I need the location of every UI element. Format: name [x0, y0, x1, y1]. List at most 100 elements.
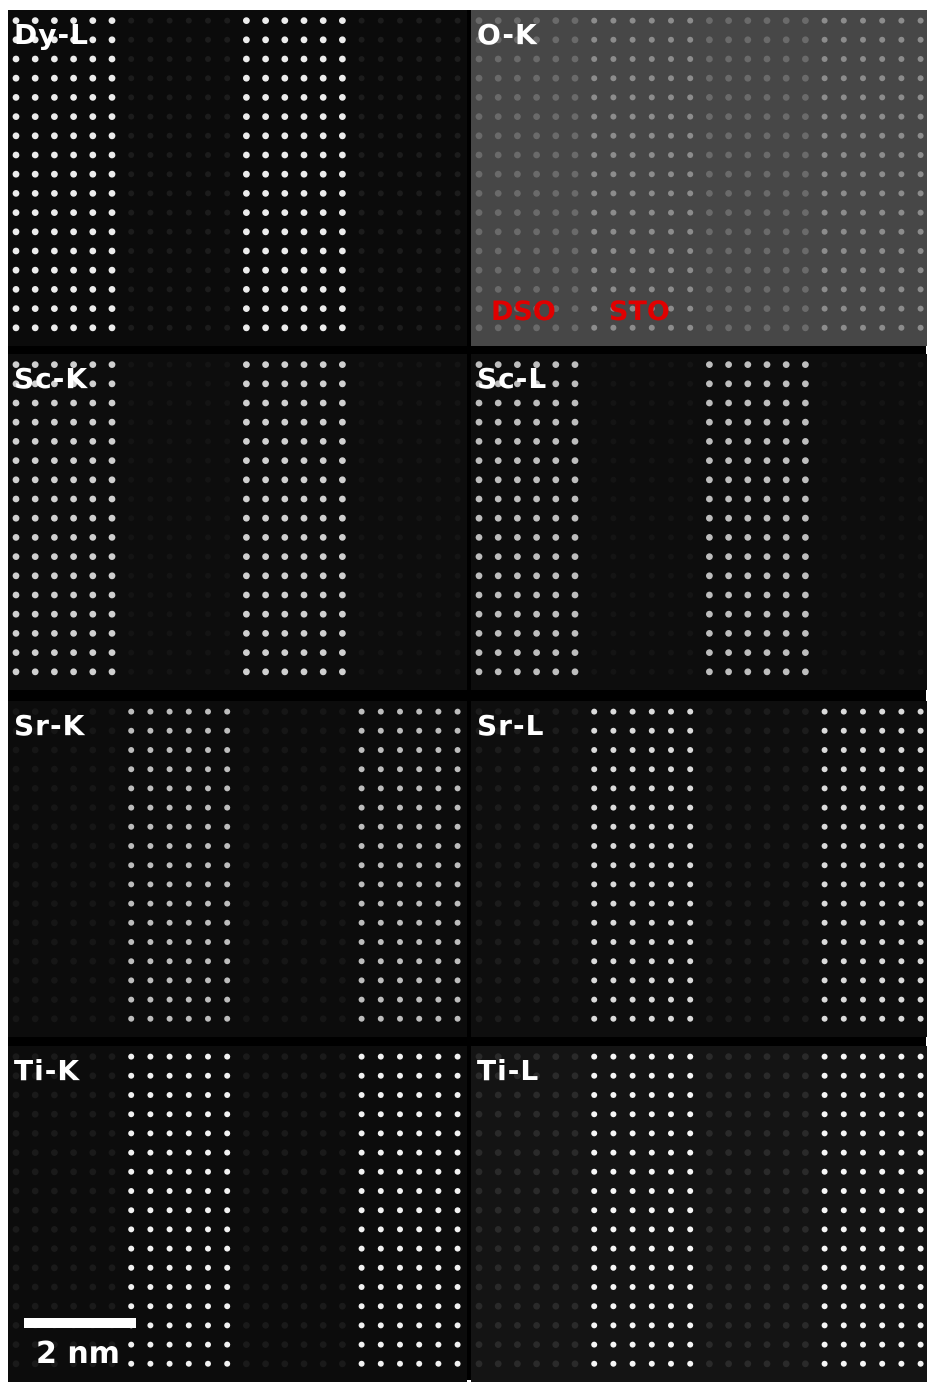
atom-column	[879, 1245, 886, 1252]
atom-column	[571, 804, 579, 811]
atom-column	[821, 267, 828, 274]
atom-column	[185, 630, 192, 637]
atom-column	[571, 1341, 579, 1348]
atom-column	[147, 496, 154, 502]
atom-column	[552, 132, 560, 140]
atom-column	[147, 1322, 154, 1329]
atom-column	[494, 36, 502, 44]
atom-column	[475, 708, 483, 715]
atom-column	[610, 804, 617, 811]
atom-column	[12, 1110, 20, 1118]
atom-column	[687, 17, 694, 24]
atom-column	[802, 266, 809, 274]
atom-column	[358, 708, 365, 715]
atom-column	[281, 591, 289, 599]
atom-column	[917, 190, 924, 197]
atom-column	[782, 804, 790, 811]
atom-column	[668, 1341, 674, 1348]
atom-column	[70, 170, 77, 178]
atom-column	[166, 1264, 173, 1271]
atom-column	[358, 996, 365, 1003]
atom-column	[224, 419, 231, 426]
atom-column	[108, 977, 116, 984]
atom-column	[51, 1360, 58, 1368]
atom-column	[879, 1303, 886, 1310]
atom-column	[782, 1360, 790, 1368]
atom-column	[629, 785, 636, 792]
atom-column	[128, 171, 135, 178]
atom-column	[12, 1245, 20, 1252]
atom-column	[629, 496, 636, 502]
atom-column	[763, 881, 771, 888]
atom-column	[725, 919, 732, 927]
atom-column	[571, 457, 579, 464]
atom-column	[763, 861, 771, 869]
atom-column	[31, 209, 39, 217]
atom-column	[185, 1226, 192, 1233]
atom-column	[802, 1341, 809, 1348]
atom-column	[358, 823, 365, 830]
atom-column	[514, 919, 521, 927]
atom-column	[782, 55, 790, 63]
atom-column	[397, 919, 403, 926]
atom-column	[166, 17, 173, 24]
atom-column	[648, 919, 655, 926]
atom-column	[339, 881, 346, 888]
atom-column	[725, 380, 732, 388]
atom-column	[687, 630, 694, 637]
atom-column	[514, 495, 521, 503]
panel-sc-l: Sc-L	[471, 354, 927, 690]
atom-column	[494, 94, 502, 101]
atom-column	[70, 361, 77, 368]
atom-column	[454, 843, 461, 849]
atom-column	[917, 1168, 924, 1175]
atom-column	[243, 418, 250, 426]
atom-column	[802, 324, 809, 332]
atom-column	[454, 1015, 461, 1022]
atom-column	[571, 572, 579, 580]
atom-column	[243, 170, 250, 178]
atom-column	[70, 861, 77, 869]
atom-column	[339, 668, 346, 676]
atom-column	[475, 1322, 483, 1329]
atom-column	[725, 457, 732, 464]
atom-column	[89, 996, 97, 1003]
atom-column	[782, 380, 790, 388]
atom-column	[185, 171, 192, 178]
atom-column	[494, 1110, 502, 1118]
atom-column	[147, 515, 154, 522]
atom-column	[494, 1149, 502, 1156]
atom-column	[706, 286, 713, 293]
atom-column	[31, 476, 39, 484]
atom-column	[319, 823, 327, 831]
atom-column	[514, 823, 521, 831]
atom-column	[494, 996, 502, 1003]
atom-column	[339, 572, 346, 580]
atom-column	[300, 247, 308, 255]
atom-column	[31, 132, 39, 140]
atom-column	[128, 727, 135, 734]
atom-column	[475, 113, 483, 120]
atom-column	[108, 55, 116, 63]
atom-column	[300, 36, 308, 44]
atom-column	[514, 476, 521, 484]
atom-column	[51, 610, 58, 618]
atom-column	[358, 592, 365, 598]
atom-column	[533, 881, 540, 888]
atom-column	[821, 804, 828, 811]
atom-column	[879, 1111, 886, 1118]
atom-column	[514, 938, 521, 946]
atom-column	[416, 1207, 423, 1214]
atom-column	[300, 170, 308, 178]
atom-column	[917, 572, 924, 579]
atom-column	[51, 55, 58, 63]
atom-column	[12, 1149, 20, 1156]
atom-column	[629, 248, 636, 254]
atom-column	[917, 804, 924, 811]
atom-column	[744, 1072, 752, 1080]
atom-column	[435, 361, 442, 368]
atom-column	[416, 75, 423, 82]
atom-column	[51, 1245, 58, 1252]
atom-column	[377, 496, 384, 502]
atom-column	[435, 400, 442, 406]
